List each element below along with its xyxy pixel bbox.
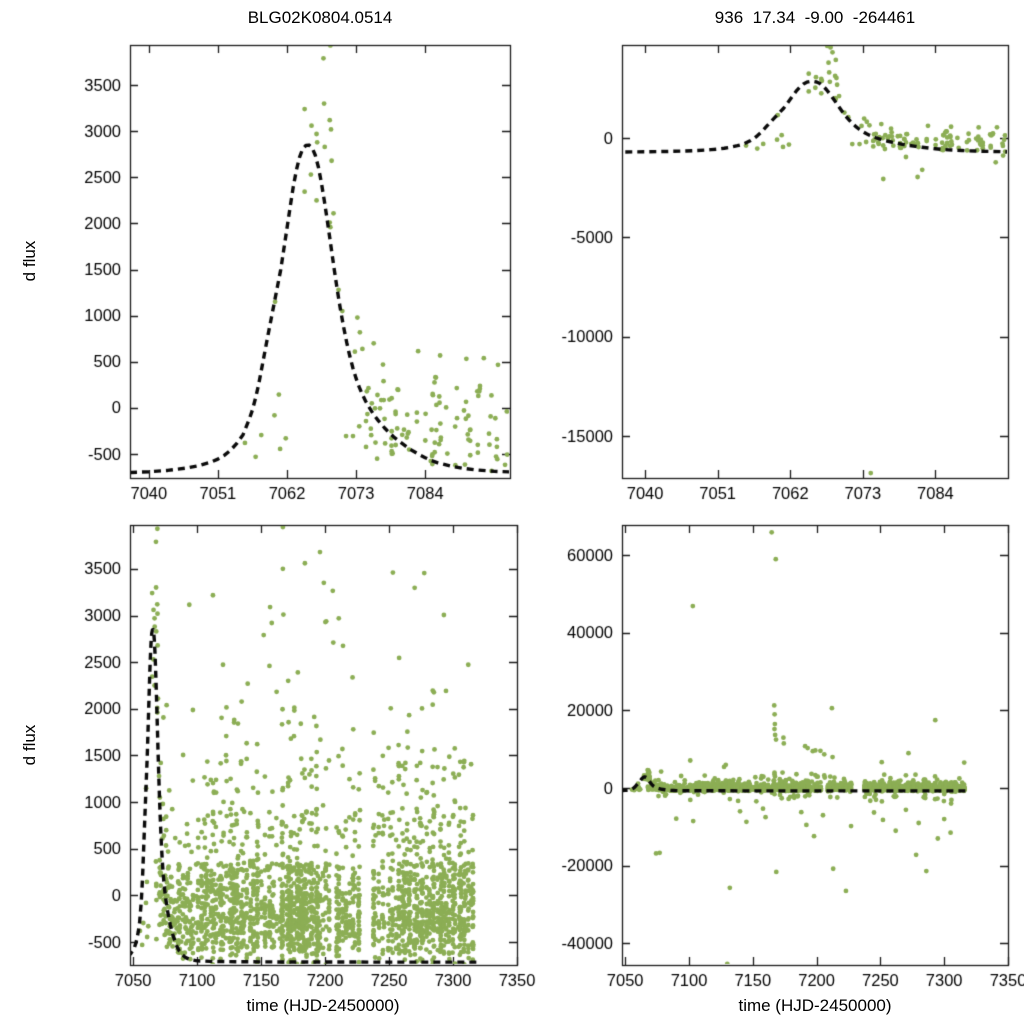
x-axis-label-bottom-left: time (HJD-2450000) bbox=[246, 996, 400, 1015]
panel-title-top-right: 936 17.34 -9.00 -264461 bbox=[714, 8, 916, 27]
y-axis-label-bottom-row: d flux bbox=[20, 724, 39, 766]
panel-title-top-left: BLG02K0804.0514 bbox=[247, 8, 393, 27]
x-axis-label-bottom-right: time (HJD-2450000) bbox=[738, 996, 892, 1015]
y-axis-label-top-row: d flux bbox=[20, 240, 39, 282]
